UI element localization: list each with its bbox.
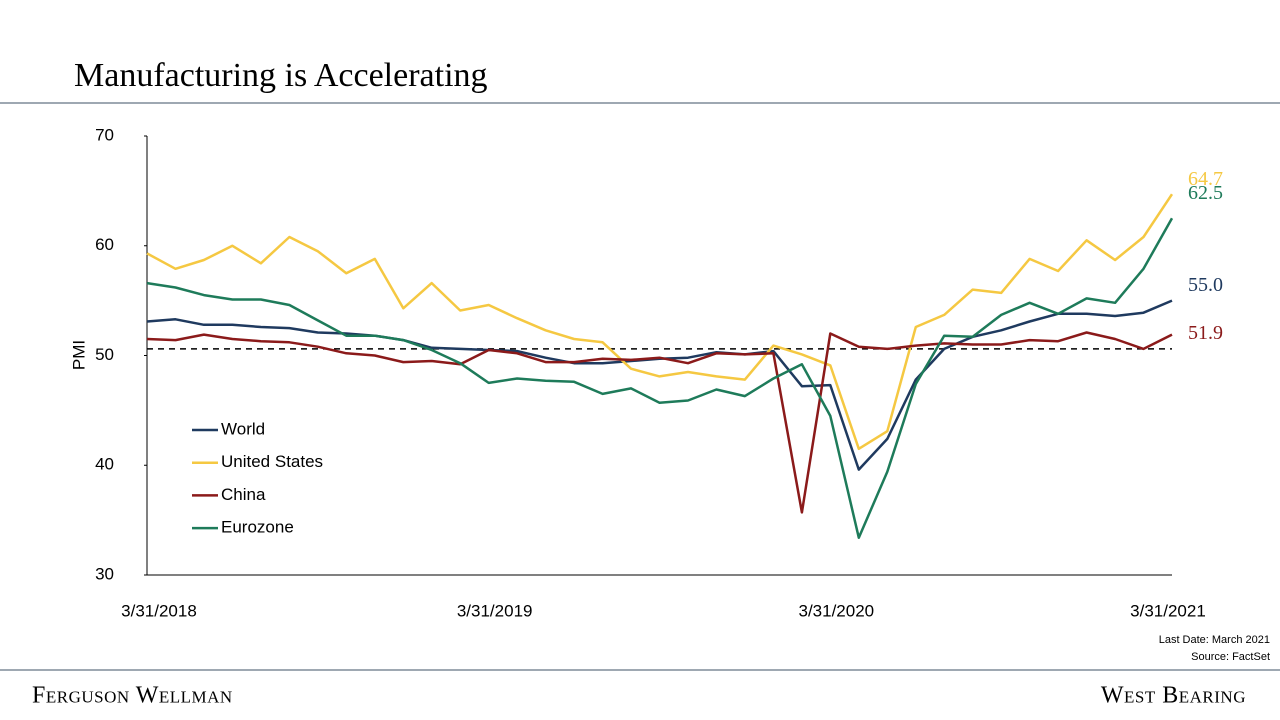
y-tick-label: 50 xyxy=(95,345,114,364)
x-tick-label: 3/31/2018 xyxy=(121,601,197,620)
legend-label: World xyxy=(221,419,265,438)
y-tick-label: 40 xyxy=(95,455,114,474)
legend-label: United States xyxy=(221,452,323,471)
x-tick-label: 3/31/2020 xyxy=(799,601,875,620)
y-tick-label: 60 xyxy=(95,235,114,254)
slide-title: Manufacturing is Accelerating xyxy=(74,57,488,94)
series-line xyxy=(146,193,1174,451)
end-label: 55.0 xyxy=(1188,274,1223,296)
footer-brand: Ferguson Wellman xyxy=(32,683,233,709)
end-label: 51.9 xyxy=(1188,322,1223,344)
footer-brand: West Bearing xyxy=(1101,683,1246,709)
series-line xyxy=(146,217,1174,539)
y-tick-label: 30 xyxy=(95,564,114,583)
series-line xyxy=(146,299,1173,471)
x-tick-label: 3/31/2021 xyxy=(1130,601,1206,620)
x-tick-label: 3/31/2019 xyxy=(457,601,533,620)
y-tick-label: 70 xyxy=(95,125,114,144)
legend-label: Eurozone xyxy=(221,518,294,537)
series-line xyxy=(146,331,1173,514)
note: Source: FactSet xyxy=(1191,651,1270,663)
y-axis-label: PMI xyxy=(69,340,88,370)
end-label: 62.5 xyxy=(1188,182,1223,204)
end-label: 64.7 xyxy=(1188,168,1223,190)
note: Last Date: March 2021 xyxy=(1159,634,1270,646)
legend-label: China xyxy=(221,485,266,504)
